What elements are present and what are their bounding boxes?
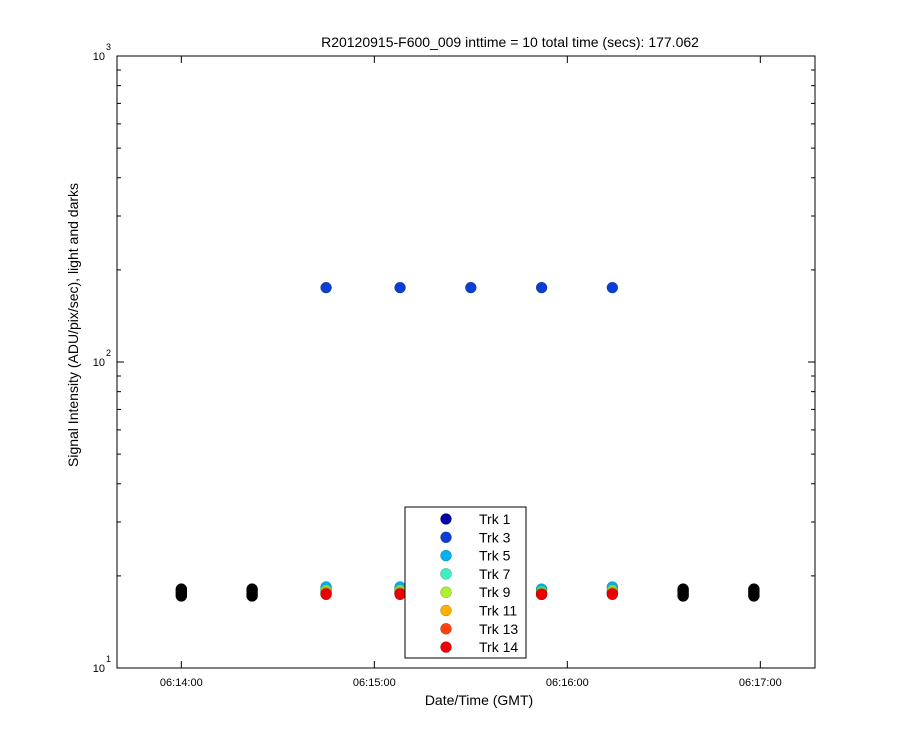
legend-label: Trk 9 bbox=[479, 584, 511, 600]
data-point bbox=[606, 281, 619, 294]
legend-marker bbox=[440, 623, 452, 635]
legend-marker bbox=[440, 641, 452, 653]
data-point bbox=[465, 281, 477, 294]
legend-marker bbox=[440, 586, 452, 598]
x-tick-label: 06:17:00 bbox=[739, 677, 782, 689]
data-points bbox=[175, 281, 760, 602]
data-point bbox=[394, 281, 406, 294]
legend-label: Trk 7 bbox=[479, 566, 511, 582]
x-axis-ticks: 06:14:00 06:15:00 06:16:00 06:17:00 bbox=[160, 56, 782, 689]
dark-point bbox=[677, 590, 689, 602]
y-tick-label: 10 bbox=[93, 357, 105, 369]
legend-label: Trk 14 bbox=[479, 639, 518, 655]
y-tick-label: 10 bbox=[93, 663, 105, 675]
y-tick-exponent: 1 bbox=[106, 654, 111, 664]
legend-box bbox=[404, 506, 527, 659]
legend-label: Trk 1 bbox=[479, 511, 511, 527]
data-point bbox=[535, 588, 548, 601]
y-tick-label: 10 bbox=[93, 51, 105, 63]
data-point bbox=[320, 281, 332, 294]
dark-point bbox=[748, 590, 760, 602]
legend-marker bbox=[440, 513, 452, 525]
legend-marker bbox=[440, 604, 452, 617]
legend-label: Trk 13 bbox=[479, 621, 518, 637]
legend-label: Trk 3 bbox=[479, 529, 511, 545]
legend-label: Trk 5 bbox=[479, 548, 511, 564]
chart-title: R20120915-F600_009 inttime = 10 total ti… bbox=[321, 34, 699, 50]
y-tick-exponent: 2 bbox=[106, 348, 111, 358]
dark-point bbox=[175, 590, 188, 602]
dark-point bbox=[246, 590, 258, 602]
x-tick-label: 06:16:00 bbox=[546, 677, 589, 689]
y-axis-label: Signal Intensity (ADU/pix/sec), light an… bbox=[65, 183, 81, 467]
x-axis-label: Date/Time (GMT) bbox=[425, 692, 533, 708]
data-point bbox=[535, 281, 548, 294]
data-point bbox=[320, 588, 332, 601]
x-tick-label: 06:15:00 bbox=[353, 677, 396, 689]
x-tick-label: 06:14:00 bbox=[160, 677, 203, 689]
legend: Trk 1 Trk 3 Trk 5 Trk 7 Trk 9 Trk 11 Trk 13 Trk… bbox=[404, 506, 527, 659]
data-point bbox=[394, 588, 406, 601]
data-point bbox=[606, 588, 619, 601]
legend-marker bbox=[440, 549, 452, 562]
legend-marker bbox=[440, 568, 452, 580]
legend-marker bbox=[440, 531, 452, 544]
legend-label: Trk 11 bbox=[479, 603, 517, 619]
y-tick-exponent: 3 bbox=[106, 42, 111, 52]
